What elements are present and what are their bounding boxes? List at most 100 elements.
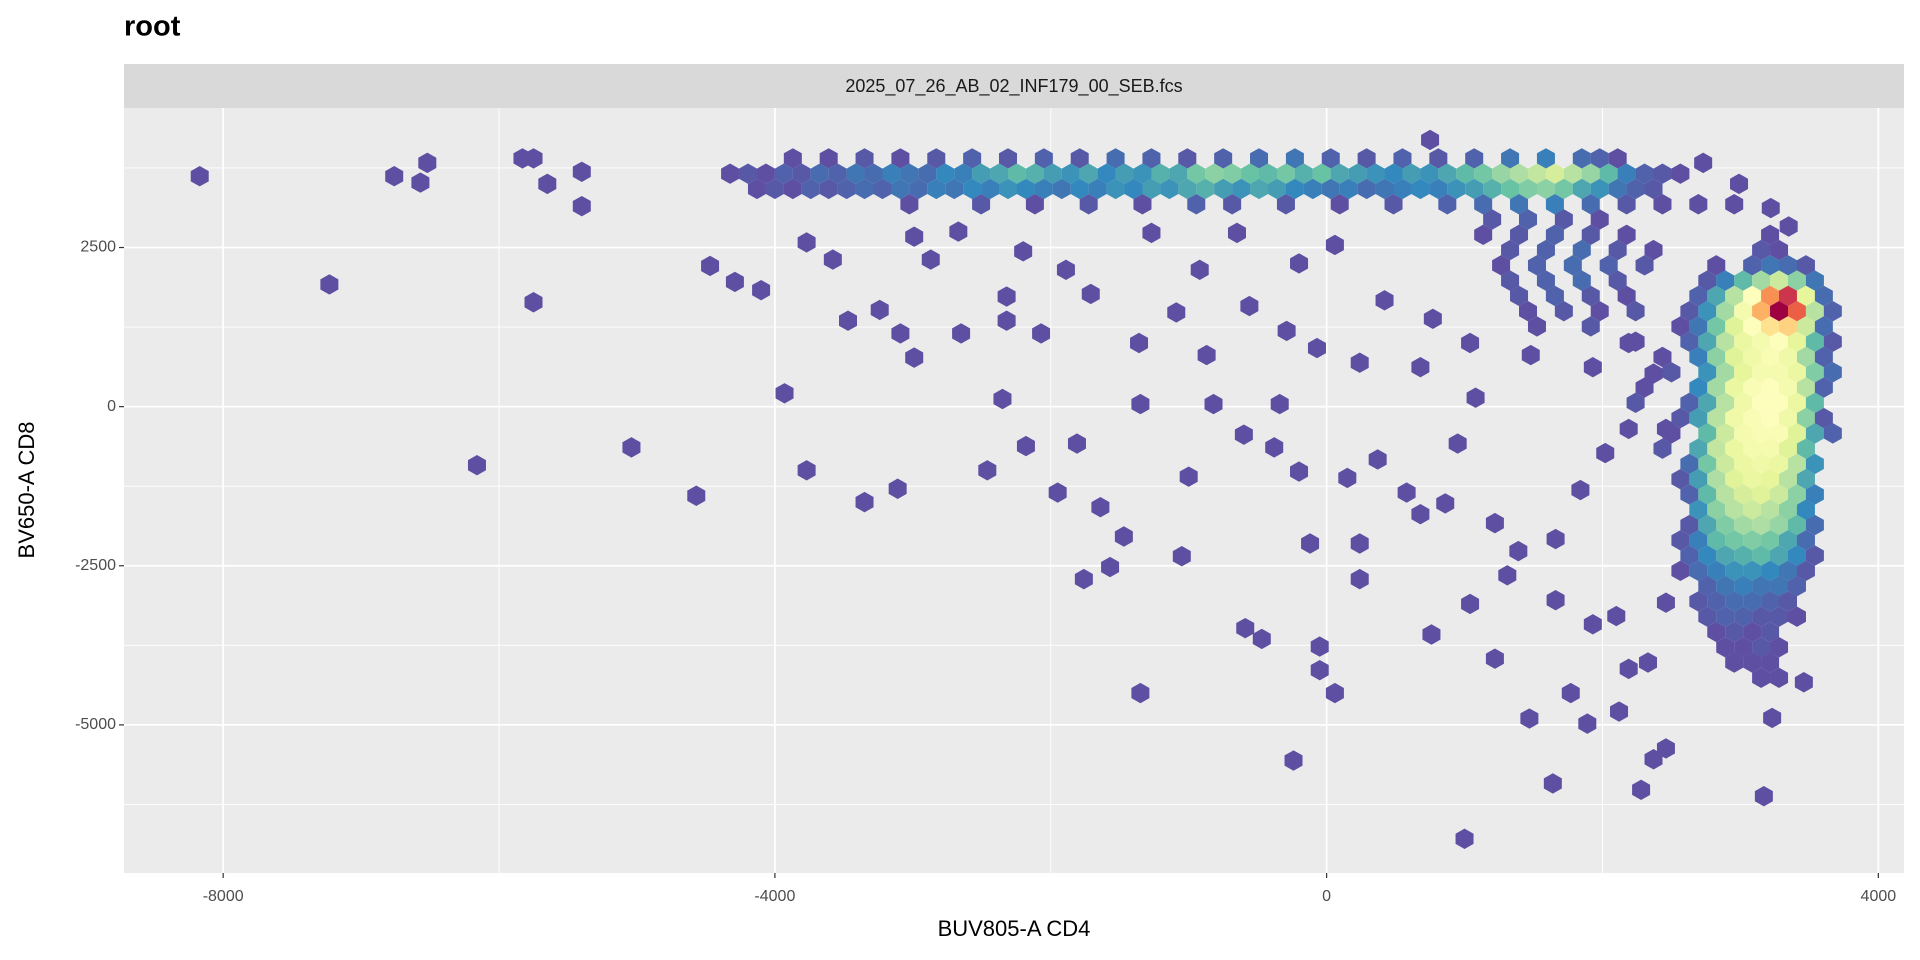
hexbin: [855, 491, 874, 513]
hexbin: [1187, 163, 1206, 184]
hexbin: [972, 194, 991, 215]
hexbin: [1325, 234, 1344, 256]
hexbin: [1241, 163, 1260, 184]
hexbin: [1761, 377, 1780, 398]
hexbin: [864, 163, 883, 184]
hexbin: [1290, 253, 1309, 274]
hexbin: [1770, 545, 1789, 566]
hexbin: [1805, 545, 1824, 566]
hexbin: [1716, 545, 1735, 566]
hexbin: [1596, 442, 1615, 464]
hexbin: [1734, 606, 1753, 627]
hexbin: [1447, 178, 1466, 200]
hexbin: [1716, 514, 1735, 536]
hexbin: [936, 163, 955, 184]
hexbin: [1698, 484, 1717, 505]
hexbin: [1805, 331, 1824, 352]
hexbin: [1178, 178, 1197, 200]
x-tick-label: -4000: [754, 888, 795, 905]
hexbin: [1805, 300, 1824, 322]
hexbin: [1032, 323, 1051, 344]
hexbin: [1805, 423, 1824, 444]
hexbin: [1572, 239, 1591, 261]
hexbin: [1716, 423, 1735, 444]
hexbin: [524, 148, 543, 169]
hexbin: [1081, 283, 1100, 305]
hexbin: [1752, 667, 1771, 688]
hexbin: [1411, 356, 1430, 378]
hexbin: [927, 178, 946, 200]
hexbin: [756, 163, 775, 184]
hexbin: [819, 178, 838, 200]
hexbin: [1510, 224, 1529, 245]
hexbin: [1465, 148, 1484, 169]
hexbin: [1796, 469, 1815, 490]
hexbin: [1397, 482, 1416, 503]
hexbin: [1779, 285, 1797, 307]
hexbin: [1761, 255, 1780, 276]
hexbin: [1043, 163, 1062, 184]
hexbin: [1498, 565, 1517, 586]
chart-title: root: [124, 11, 181, 43]
hexbin: [1725, 591, 1744, 612]
hexbin: [747, 178, 766, 200]
hexbin: [1448, 433, 1467, 454]
hexbin: [1805, 270, 1824, 291]
hexbin: [1357, 178, 1376, 200]
hexbin: [1734, 484, 1753, 505]
hexbin: [891, 148, 910, 169]
hexbin: [1734, 331, 1753, 352]
hexbin: [1716, 270, 1735, 291]
hexbin: [783, 148, 802, 169]
hexbin: [1752, 362, 1771, 383]
hexbin: [411, 172, 430, 193]
hexbin: [1689, 499, 1708, 520]
hexbin: [1617, 194, 1636, 215]
hexbin: [1074, 568, 1093, 590]
hexbin: [949, 221, 968, 242]
hexbin: [1252, 628, 1271, 650]
hexbin: [952, 323, 971, 344]
hexbin: [1617, 285, 1636, 307]
hexbin: [1761, 530, 1780, 551]
hexbin: [1823, 331, 1842, 352]
hexbin: [1581, 194, 1600, 215]
hexbin: [1563, 255, 1582, 276]
hexbin: [1466, 387, 1485, 408]
hexbin: [1752, 239, 1771, 261]
hexbin: [1743, 560, 1762, 582]
hexbin: [765, 178, 784, 200]
hexbin: [1656, 738, 1675, 759]
hexbin: [1461, 593, 1480, 615]
hexbin: [1384, 194, 1403, 215]
hexbin: [1752, 606, 1771, 627]
hexbin: [1743, 346, 1762, 368]
hexbin: [1761, 499, 1780, 520]
hexbin: [1393, 148, 1412, 169]
hexbin: [1779, 255, 1797, 276]
hexbin: [810, 163, 829, 184]
hexbin: [1227, 222, 1246, 244]
hexbin: [1079, 163, 1098, 184]
hexbin: [1178, 148, 1197, 169]
hexbin: [1707, 377, 1726, 398]
hexbin: [1527, 316, 1546, 337]
hexbin: [1725, 469, 1744, 490]
hexbin: [1056, 259, 1075, 280]
hexbin: [1752, 300, 1771, 322]
hexbin: [1025, 194, 1044, 215]
hexbin: [1707, 499, 1726, 520]
hexbin: [1716, 453, 1735, 475]
hexbin: [1734, 514, 1753, 536]
hexbin: [1644, 178, 1663, 200]
hexbin: [1546, 589, 1565, 611]
y-tick-label: 2500: [80, 239, 116, 256]
hexbin: [1131, 393, 1150, 415]
hexbin: [1635, 163, 1654, 184]
hexbin: [1743, 377, 1762, 398]
hexbin: [1284, 750, 1303, 771]
hexbin: [797, 232, 816, 253]
hexbin: [1770, 392, 1789, 414]
hexbin: [1707, 469, 1726, 490]
hexbin: [1422, 624, 1441, 645]
